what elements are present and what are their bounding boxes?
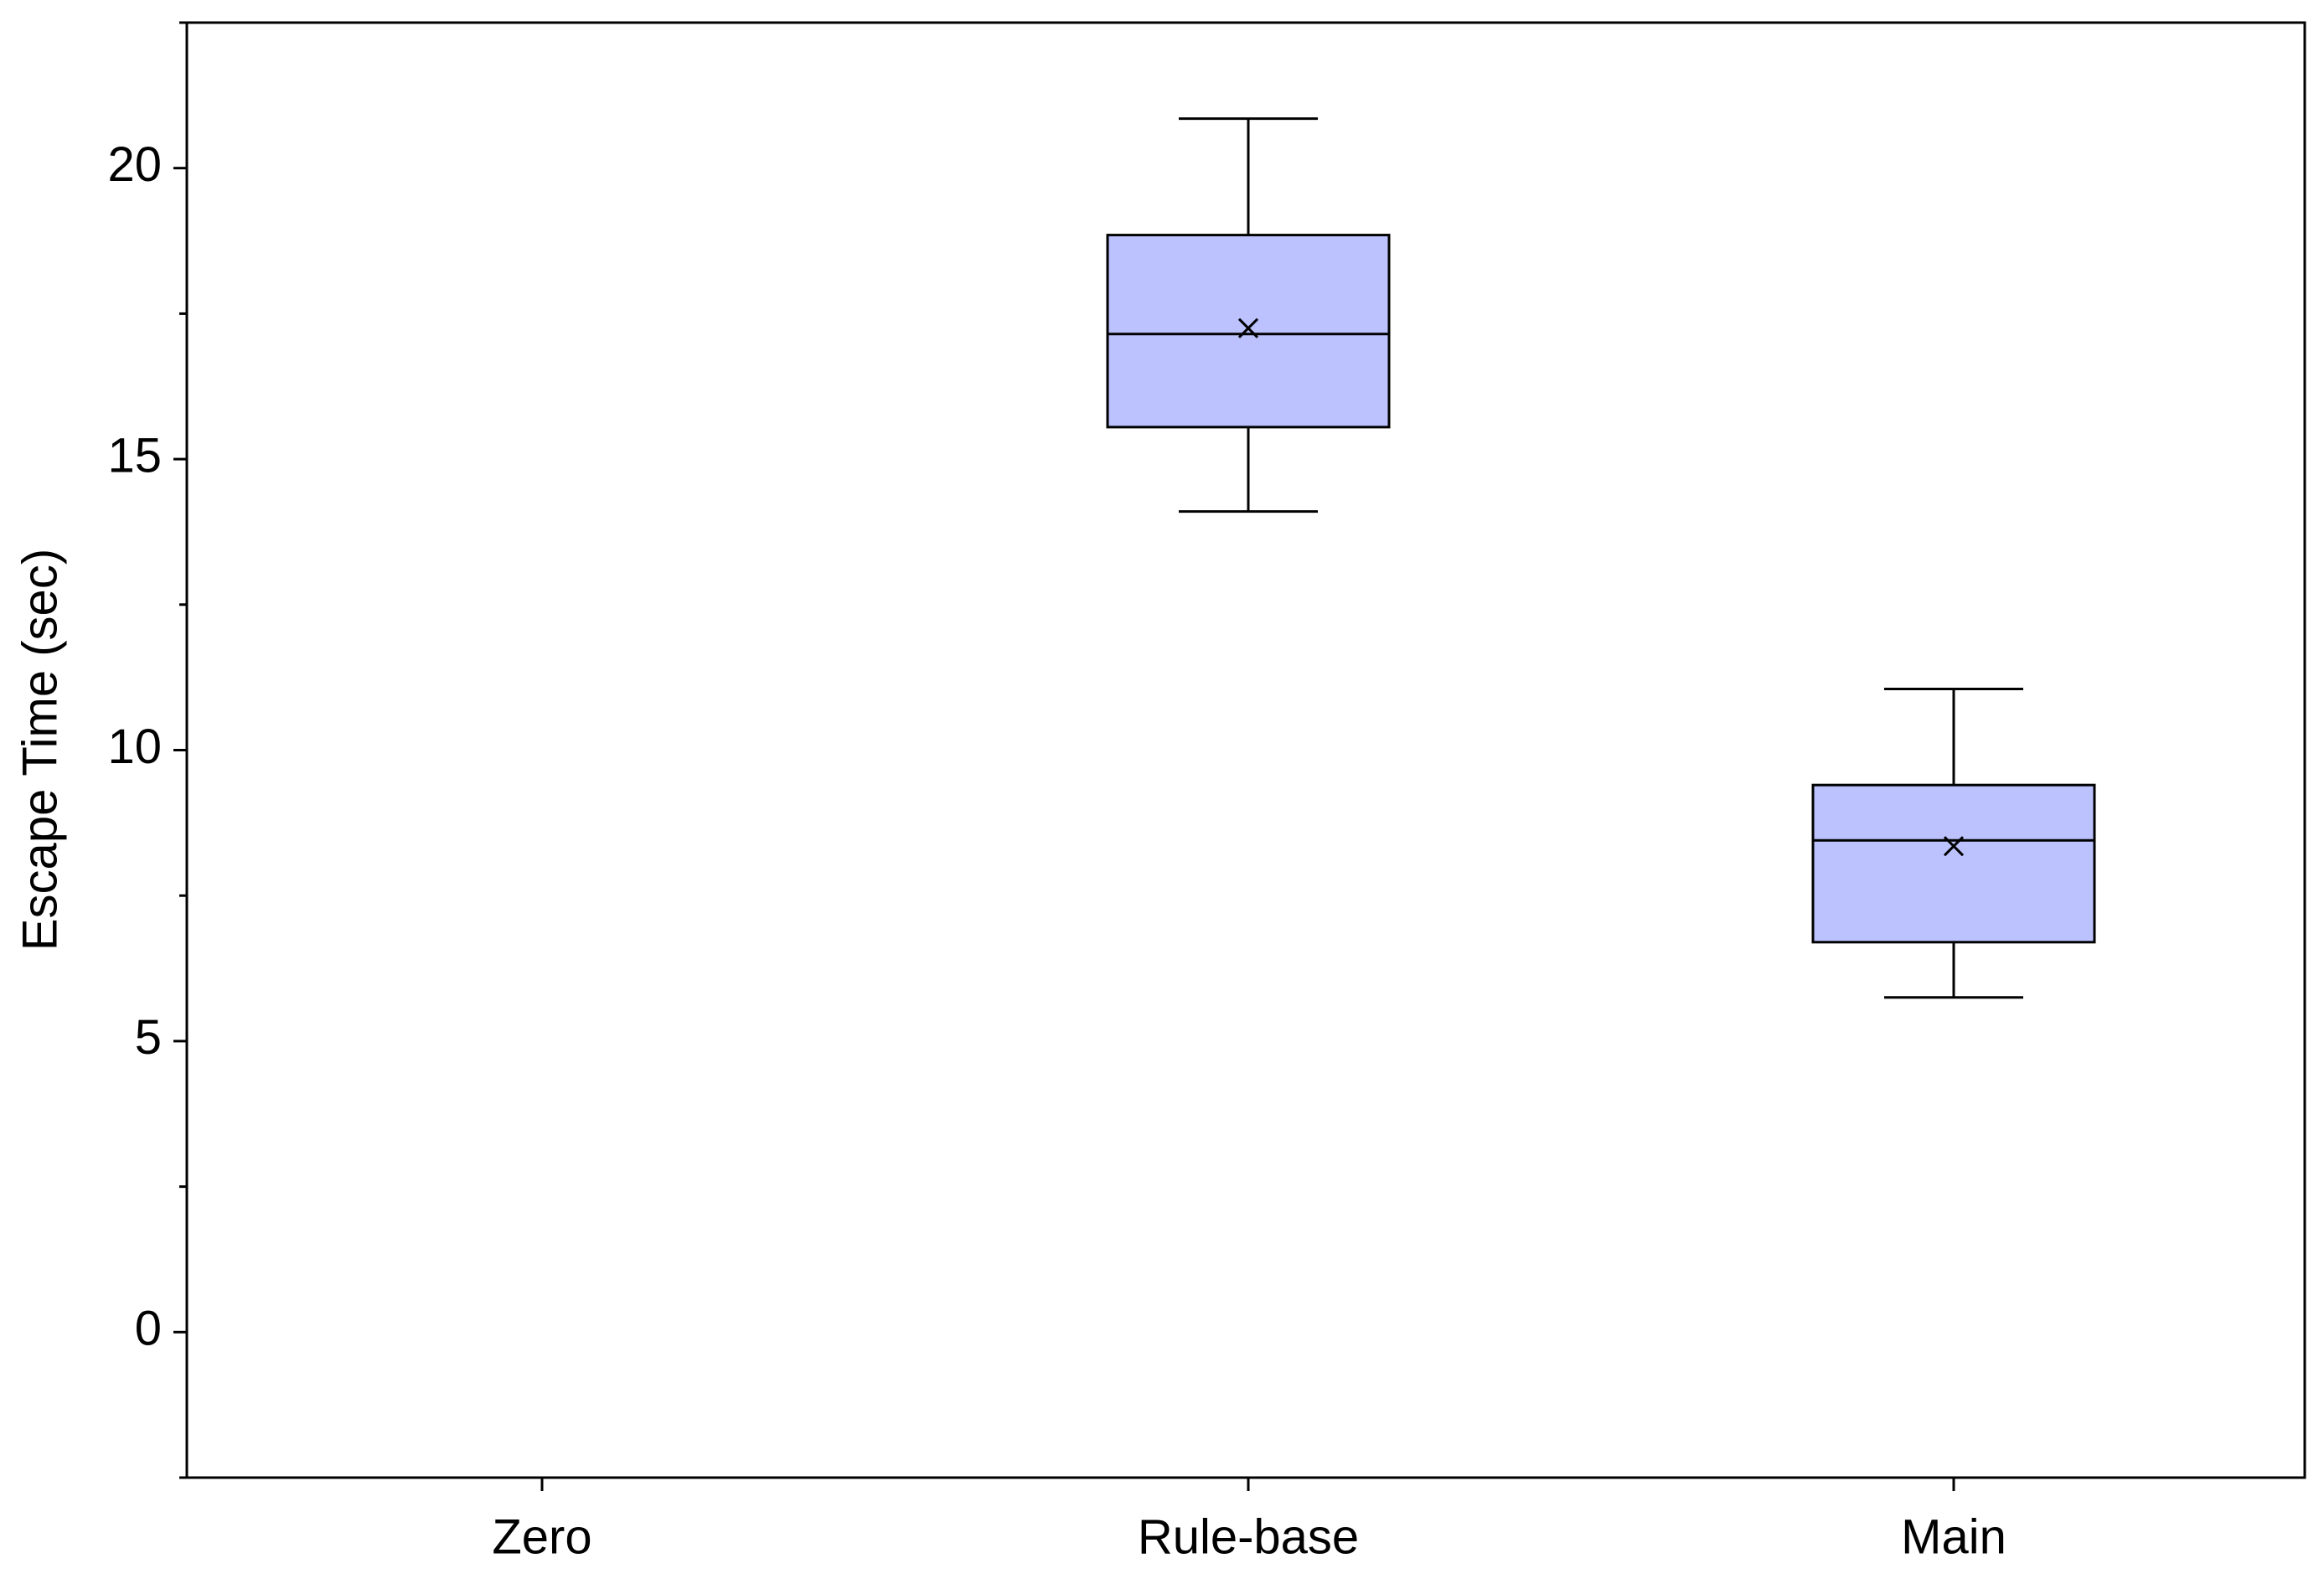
y-tick-label: 0 [135, 1302, 162, 1356]
box [1811, 783, 2096, 944]
x-tick-label: Rule-base [1138, 1509, 1359, 1564]
y-tick-label: 10 [107, 720, 162, 774]
box [1106, 234, 1391, 429]
mean-marker [1943, 836, 1965, 857]
y-tick-label: 15 [107, 428, 162, 482]
mean-marker [1237, 317, 1259, 338]
y-axis-label: Escape Time (sec) [13, 549, 67, 951]
x-tick-label: Zero [492, 1509, 591, 1564]
y-tick-label: 20 [107, 137, 162, 192]
x-tick-label: Main [1901, 1509, 2006, 1564]
y-tick-label: 5 [135, 1010, 162, 1065]
